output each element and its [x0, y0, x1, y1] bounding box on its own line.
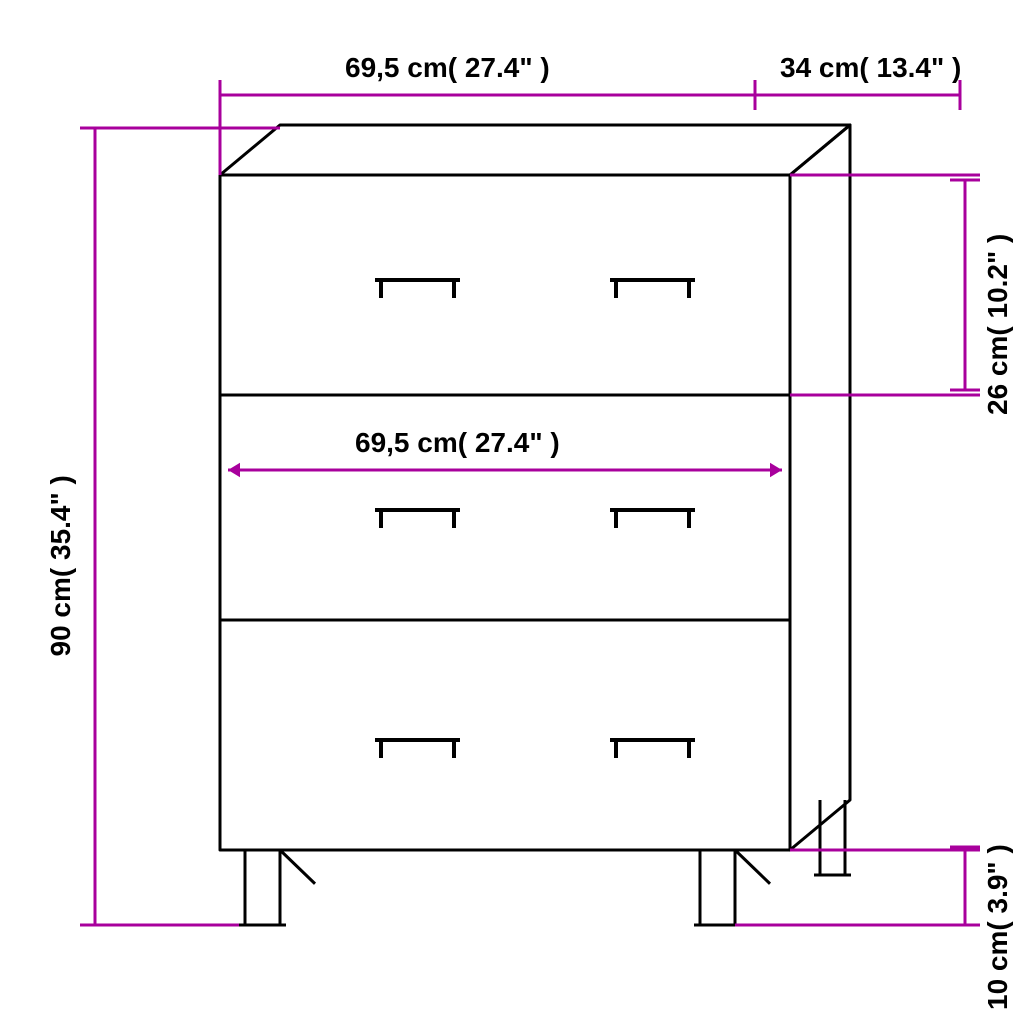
cabinet-front: [220, 175, 790, 850]
dim-drawer-height: 26 cm( 10.2" ): [982, 234, 1013, 415]
dim-width-top: 69,5 cm( 27.4" ): [345, 52, 550, 83]
dim-total-height: 90 cm( 35.4" ): [45, 475, 76, 656]
dim-inner-width: 69,5 cm( 27.4" ): [355, 427, 560, 458]
cabinet-side: [790, 125, 850, 850]
dim-leg-height: 10 cm( 3.9" ): [982, 844, 1013, 1010]
dim-depth-top: 34 cm( 13.4" ): [780, 52, 961, 83]
cabinet-top: [220, 125, 850, 175]
